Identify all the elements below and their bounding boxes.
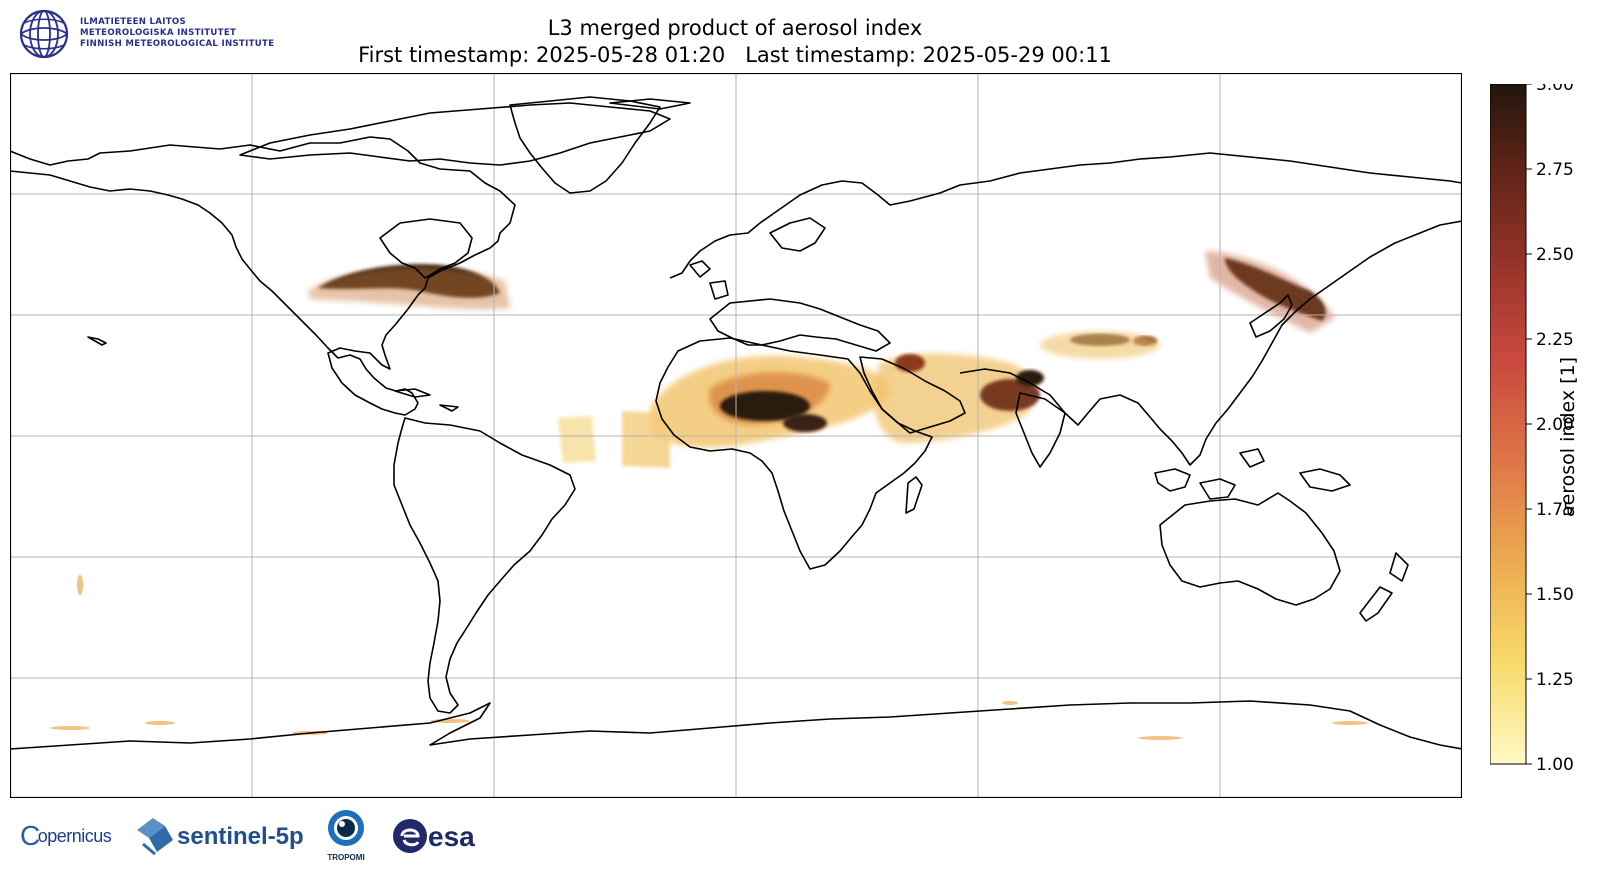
copernicus-wordmark: opernicus — [37, 826, 112, 846]
colorbar-tick-label: 2.50 — [1536, 245, 1574, 265]
world-map — [10, 73, 1462, 798]
fmi-globe-icon — [19, 9, 69, 59]
sentinel-wordmark: sentinel-5p — [177, 823, 304, 850]
coastline-north-america — [10, 136, 516, 416]
fmi-name-en: FINNISH METEOROLOGICAL INSTITUTE — [80, 39, 275, 49]
fmi-name-fi: ILMATIETEEN LAITOS — [80, 17, 187, 27]
coastline-japan — [1249, 294, 1293, 338]
colorbar-tick-label: 1.25 — [1536, 670, 1574, 690]
tropomi-logo: TROPOMI — [327, 810, 365, 862]
satellite-icon — [137, 818, 173, 856]
coastline-europe — [669, 152, 1462, 279]
map-title: L3 merged product of aerosol index — [547, 16, 923, 40]
colorbar-tick-label: 1.00 — [1536, 755, 1574, 775]
fmi-name-sv: METEOROLOGISKA INSTITUTET — [80, 28, 237, 38]
colorbar: 1.00 1.25 1.50 1.75 2.00 2.25 2.50 2.75 3.00 — [1490, 84, 1574, 775]
copernicus-logo: Copernicus — [20, 820, 112, 852]
sentinel-5p-logo: sentinel-5p — [137, 818, 304, 856]
esa-wordmark: esa — [428, 821, 475, 852]
map-border — [10, 73, 1462, 798]
colorbar-tick-label: 1.50 — [1536, 585, 1574, 605]
colorbar-ticks: 1.00 1.25 1.50 1.75 2.00 2.25 2.50 2.75 3.00 — [1526, 84, 1574, 775]
coastline-australia — [1159, 492, 1341, 606]
aerosol-plumes — [50, 251, 1368, 740]
colorbar-tick-label: 1.75 — [1536, 500, 1574, 520]
tropomi-wordmark: TROPOMI — [327, 853, 364, 862]
coastline-south-america — [393, 417, 576, 714]
coastlines — [10, 96, 1462, 750]
gridlines — [10, 73, 1462, 798]
coastline-antarctica — [10, 700, 1462, 750]
colorbar-tick-label: 3.00 — [1536, 84, 1574, 95]
coastline-africa — [655, 337, 933, 570]
colorbar-label: aerosol index [1] — [1557, 356, 1579, 518]
colorbar-tick-label: 2.25 — [1536, 330, 1574, 350]
coastline-greenland — [509, 96, 661, 194]
aerosol-plume-atlantic — [622, 411, 670, 468]
colorbar-tick-label: 2.75 — [1536, 160, 1574, 180]
colorbar-gradient — [1490, 84, 1527, 765]
esa-logo: esa — [393, 819, 475, 853]
map-subtitle-timestamps: First timestamp: 2025-05-28 01:20 Last t… — [358, 43, 1112, 67]
colorbar-tick-label: 2.00 — [1536, 415, 1574, 435]
copernicus-c-icon: C — [20, 820, 40, 851]
coastline-asia — [959, 220, 1462, 466]
fmi-logo: ILMATIETEEN LAITOS METEOROLOGISKA INSTIT… — [18, 8, 318, 60]
